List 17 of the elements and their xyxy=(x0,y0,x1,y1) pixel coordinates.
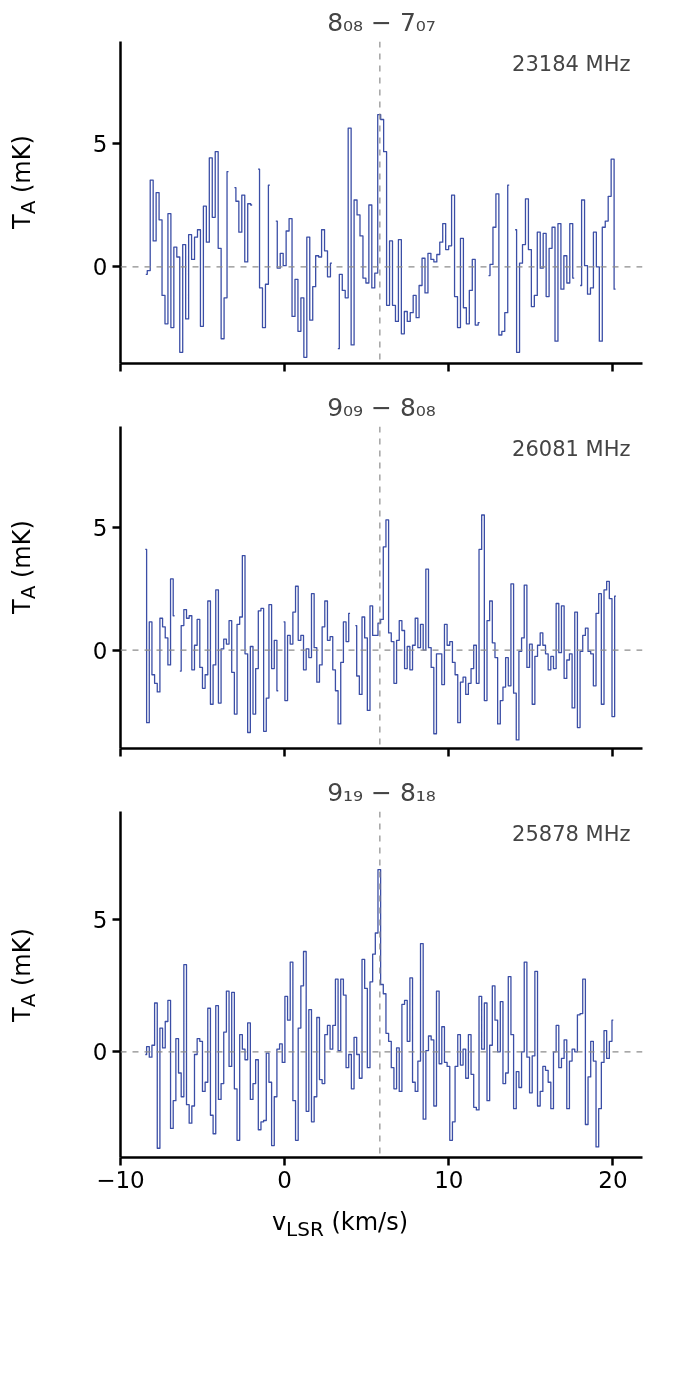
y-tick-label: 5 xyxy=(92,907,108,934)
x-tick-label: 0 xyxy=(277,1166,292,1193)
x-tick-label: −10 xyxy=(96,1166,145,1193)
x-axis-title: v$_{LSR}$ (km/s) xyxy=(271,1207,409,1243)
y-tick-label: 0 xyxy=(92,254,108,281)
x-tick-label: 20 xyxy=(598,1166,628,1193)
x-tick-label: 10 xyxy=(434,1166,464,1193)
chart-title: 9₁₉ − 8₁₈ xyxy=(327,777,436,807)
chart-title: 8₀₈ − 7₀₇ xyxy=(327,7,436,37)
y-tick-label: 0 xyxy=(92,1039,108,1066)
chart-title: 9₀₉ − 8₀₈ xyxy=(327,392,436,422)
annotation: 23184 MHz xyxy=(512,51,631,76)
annotation: 26081 MHz xyxy=(512,436,631,461)
y-tick-label: 5 xyxy=(92,514,108,541)
y-tick-label: 0 xyxy=(92,637,108,664)
y-tick-label: 5 xyxy=(92,130,108,157)
annotation: 25878 MHz xyxy=(512,821,631,846)
